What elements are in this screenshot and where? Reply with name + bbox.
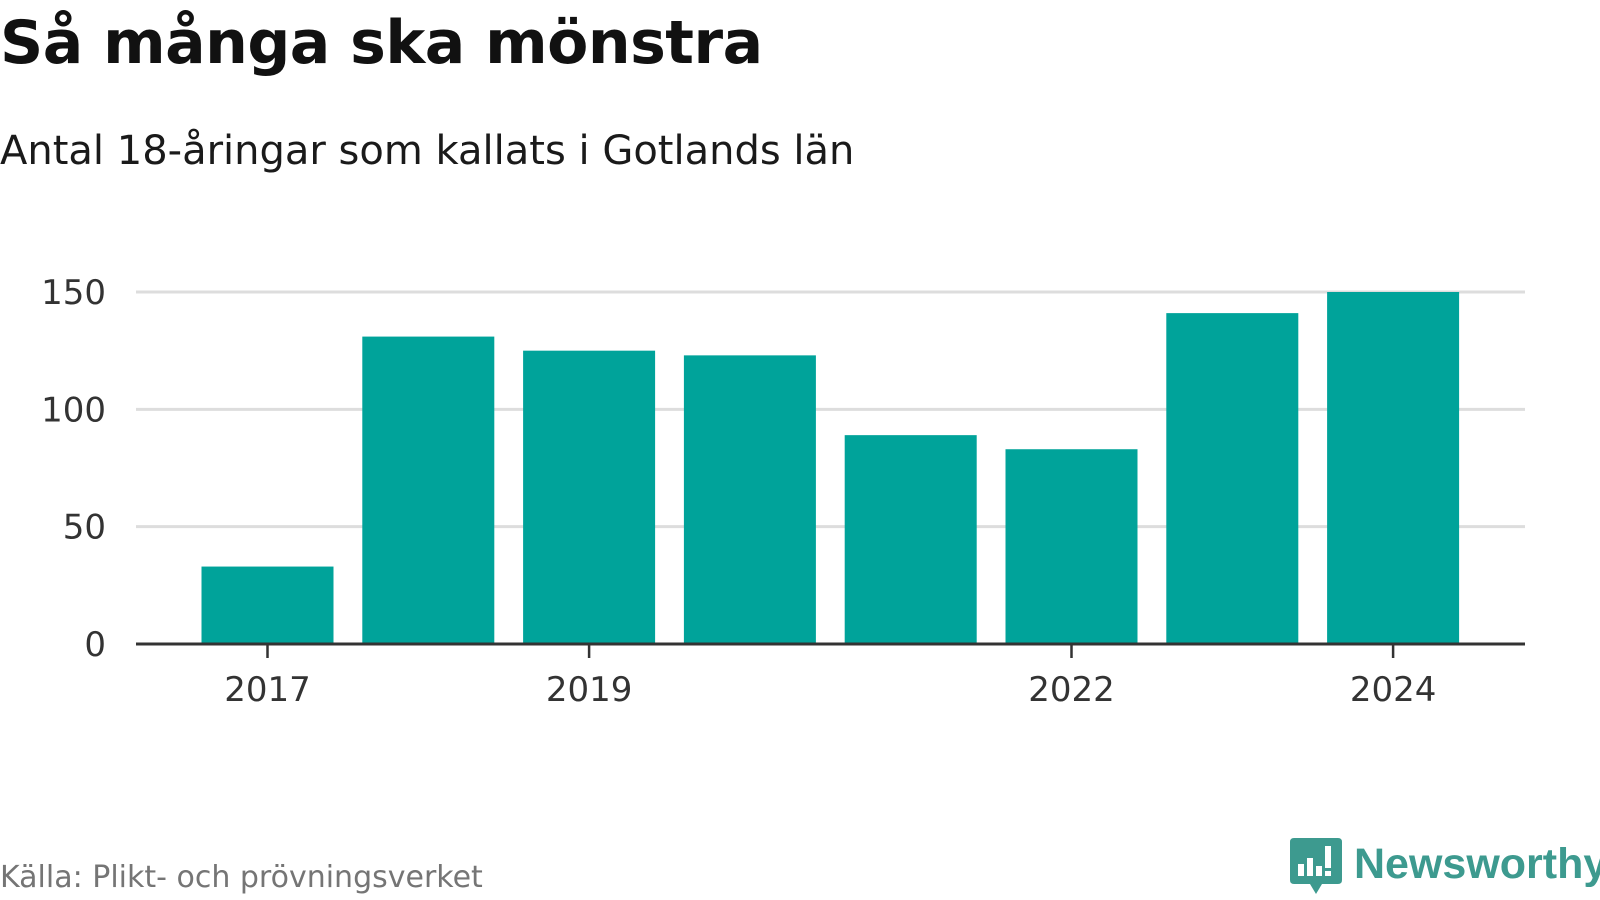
tick-labels: 0 50 100 150 2017 2019 2022 2024 [41,273,1436,710]
bar-2018 [362,336,495,644]
x-tick-label-2024: 2024 [1350,670,1437,710]
grid-lines [136,290,1525,529]
bar-2020 [683,355,816,644]
bars [201,292,1460,644]
brand-logo: Newsworthy [1290,838,1600,898]
bar-2022 [1005,449,1138,644]
bar-2021 [844,435,977,644]
chart-subtitle: Antal 18-åringar som kallats i Gotlands … [0,128,855,174]
x-tick-label-2017: 2017 [224,670,311,710]
bar-2017 [201,566,334,644]
y-tick-label-50: 50 [63,508,106,548]
y-tick-label-100: 100 [41,390,106,430]
newsworthy-logo-icon [1290,838,1342,894]
axes [136,642,1525,658]
bar-2023 [1166,313,1299,644]
source-note: Källa: Plikt- och prövningsverket [0,860,483,895]
chart-title: Så många ska mönstra [0,8,763,78]
y-tick-label-150: 150 [41,273,106,313]
brand-name: Newsworthy [1354,840,1600,888]
x-tick-label-2019: 2019 [546,670,633,710]
bar-2019 [523,350,656,644]
bar-2024 [1327,292,1460,644]
y-tick-label-0: 0 [84,625,106,665]
x-tick-label-2022: 2022 [1028,670,1115,710]
